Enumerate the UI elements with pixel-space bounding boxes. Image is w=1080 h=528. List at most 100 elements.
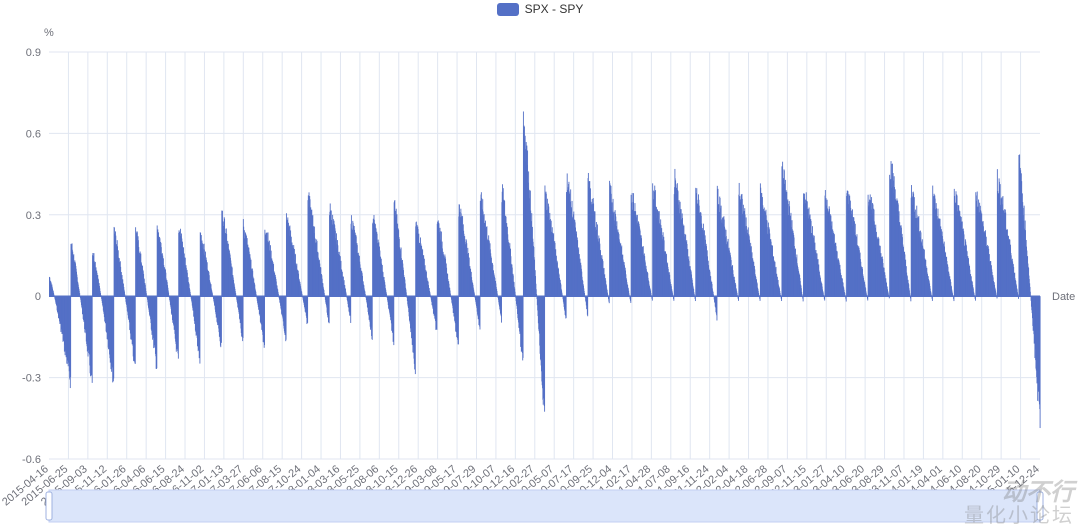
bar[interactable] bbox=[694, 296, 696, 302]
bar[interactable] bbox=[53, 294, 55, 297]
bar[interactable] bbox=[449, 290, 451, 297]
bar[interactable] bbox=[386, 293, 387, 297]
bar[interactable] bbox=[364, 291, 366, 297]
bar[interactable] bbox=[712, 291, 714, 297]
bar[interactable] bbox=[70, 296, 72, 378]
bar[interactable] bbox=[1039, 296, 1041, 429]
bar[interactable] bbox=[1017, 294, 1019, 297]
bar[interactable] bbox=[496, 293, 498, 297]
data-zoom-handle-left[interactable] bbox=[45, 491, 53, 521]
bar[interactable] bbox=[973, 293, 975, 297]
bar[interactable] bbox=[345, 293, 347, 297]
bar[interactable] bbox=[607, 292, 608, 297]
bar[interactable] bbox=[738, 296, 739, 301]
bar[interactable] bbox=[221, 296, 222, 343]
bar[interactable] bbox=[995, 292, 997, 297]
bar[interactable] bbox=[242, 296, 244, 339]
bar[interactable] bbox=[713, 294, 714, 297]
bar[interactable] bbox=[758, 292, 760, 297]
bar[interactable] bbox=[909, 290, 910, 297]
bar[interactable] bbox=[759, 296, 761, 301]
bar[interactable] bbox=[867, 296, 869, 301]
bar[interactable] bbox=[168, 292, 170, 297]
bar[interactable] bbox=[350, 296, 352, 323]
bar[interactable] bbox=[736, 293, 738, 297]
bar[interactable] bbox=[802, 296, 804, 302]
bar[interactable] bbox=[514, 291, 516, 297]
bar[interactable] bbox=[865, 293, 867, 297]
bar[interactable] bbox=[535, 289, 537, 297]
bar[interactable] bbox=[584, 293, 586, 297]
bar[interactable] bbox=[888, 294, 890, 297]
bar[interactable] bbox=[607, 294, 609, 297]
bar[interactable] bbox=[887, 292, 889, 297]
bar[interactable] bbox=[414, 296, 416, 375]
bar[interactable] bbox=[888, 296, 890, 299]
bar[interactable] bbox=[124, 294, 126, 297]
bar[interactable] bbox=[953, 296, 955, 302]
bar[interactable] bbox=[113, 296, 115, 379]
bar[interactable] bbox=[716, 296, 718, 321]
bar[interactable] bbox=[190, 294, 191, 297]
bar[interactable] bbox=[436, 296, 438, 330]
bar[interactable] bbox=[952, 293, 953, 297]
bar[interactable] bbox=[177, 296, 179, 359]
bar[interactable] bbox=[134, 296, 136, 364]
bar[interactable] bbox=[672, 292, 673, 297]
bar[interactable] bbox=[910, 296, 912, 302]
bar[interactable] bbox=[156, 296, 158, 369]
bar[interactable] bbox=[909, 293, 911, 297]
bar[interactable] bbox=[264, 296, 265, 346]
bar[interactable] bbox=[124, 291, 125, 297]
bar[interactable] bbox=[693, 294, 695, 297]
bar[interactable] bbox=[1017, 292, 1018, 297]
bar[interactable] bbox=[371, 296, 373, 340]
bar[interactable] bbox=[587, 296, 589, 317]
bar[interactable] bbox=[496, 290, 498, 297]
bar[interactable] bbox=[429, 294, 431, 297]
bar[interactable] bbox=[544, 296, 546, 412]
bar[interactable] bbox=[501, 296, 502, 323]
bar[interactable] bbox=[323, 292, 325, 297]
bar[interactable] bbox=[628, 293, 630, 297]
bar[interactable] bbox=[608, 296, 610, 304]
bar[interactable] bbox=[930, 294, 932, 297]
bar[interactable] bbox=[781, 296, 783, 301]
bar[interactable] bbox=[1029, 291, 1031, 297]
bar[interactable] bbox=[79, 293, 81, 297]
bar[interactable] bbox=[801, 294, 803, 297]
bar[interactable] bbox=[630, 296, 632, 303]
legend-label[interactable]: SPX - SPY bbox=[524, 2, 584, 16]
bar[interactable] bbox=[651, 296, 653, 301]
data-zoom-slider[interactable] bbox=[48, 489, 1041, 523]
bar[interactable] bbox=[457, 296, 459, 345]
bar[interactable] bbox=[255, 291, 257, 297]
bar[interactable] bbox=[393, 296, 395, 346]
bar[interactable] bbox=[199, 296, 201, 364]
bar[interactable] bbox=[673, 296, 675, 301]
bar[interactable] bbox=[536, 294, 538, 297]
bar[interactable] bbox=[285, 296, 287, 340]
bar[interactable] bbox=[301, 293, 303, 297]
bar[interactable] bbox=[779, 293, 781, 297]
bar[interactable] bbox=[1018, 296, 1020, 299]
bar[interactable] bbox=[565, 296, 567, 318]
bar[interactable] bbox=[235, 293, 237, 297]
bar[interactable] bbox=[53, 292, 55, 297]
chart-legend[interactable]: SPX - SPY bbox=[0, 2, 1080, 16]
bar[interactable] bbox=[522, 296, 524, 358]
bar[interactable] bbox=[672, 294, 674, 297]
bar[interactable] bbox=[100, 292, 101, 297]
bar[interactable] bbox=[824, 296, 826, 301]
bar[interactable] bbox=[1029, 286, 1031, 297]
bar[interactable] bbox=[975, 296, 976, 301]
bar[interactable] bbox=[328, 296, 330, 324]
bar[interactable] bbox=[307, 296, 309, 323]
bar[interactable] bbox=[91, 296, 93, 383]
bar[interactable] bbox=[405, 292, 407, 297]
bar[interactable] bbox=[931, 296, 933, 301]
bar[interactable] bbox=[145, 293, 147, 297]
bar[interactable] bbox=[211, 293, 213, 297]
legend-swatch[interactable] bbox=[496, 2, 519, 16]
bar[interactable] bbox=[561, 294, 563, 297]
